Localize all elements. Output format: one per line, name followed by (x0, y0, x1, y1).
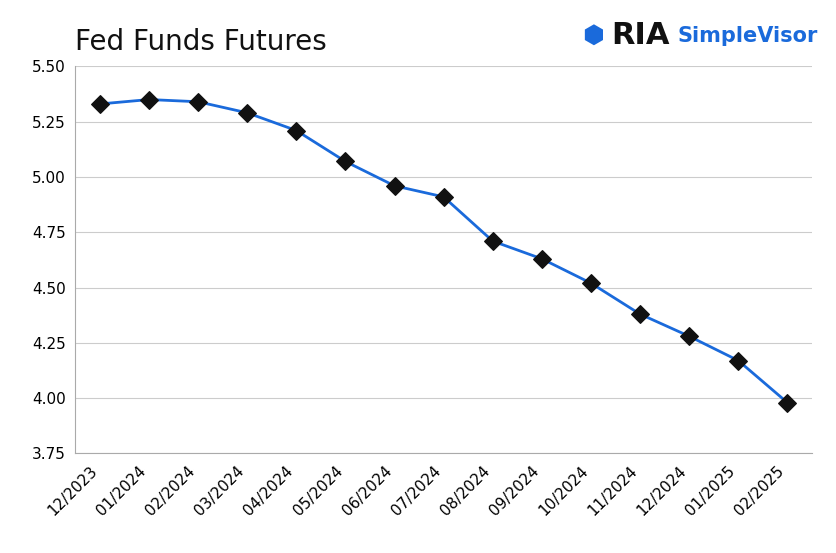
Point (289, 126, 303, 135)
Point (93, 100, 106, 108)
Point (534, 254, 548, 263)
Point (436, 192, 450, 201)
Point (633, 310, 646, 319)
Text: ⬢: ⬢ (581, 24, 603, 48)
Point (191, 97, 205, 106)
Point (731, 356, 744, 365)
Point (681, 332, 695, 341)
Point (780, 398, 793, 407)
Text: RIA: RIA (610, 22, 669, 50)
Point (240, 108, 253, 117)
Text: SimpleVisor: SimpleVisor (677, 26, 818, 46)
Text: Fed Funds Futures: Fed Funds Futures (75, 28, 327, 56)
Point (339, 157, 352, 166)
Point (584, 279, 597, 288)
Point (387, 181, 400, 190)
Point (486, 237, 499, 246)
Point (142, 95, 155, 104)
